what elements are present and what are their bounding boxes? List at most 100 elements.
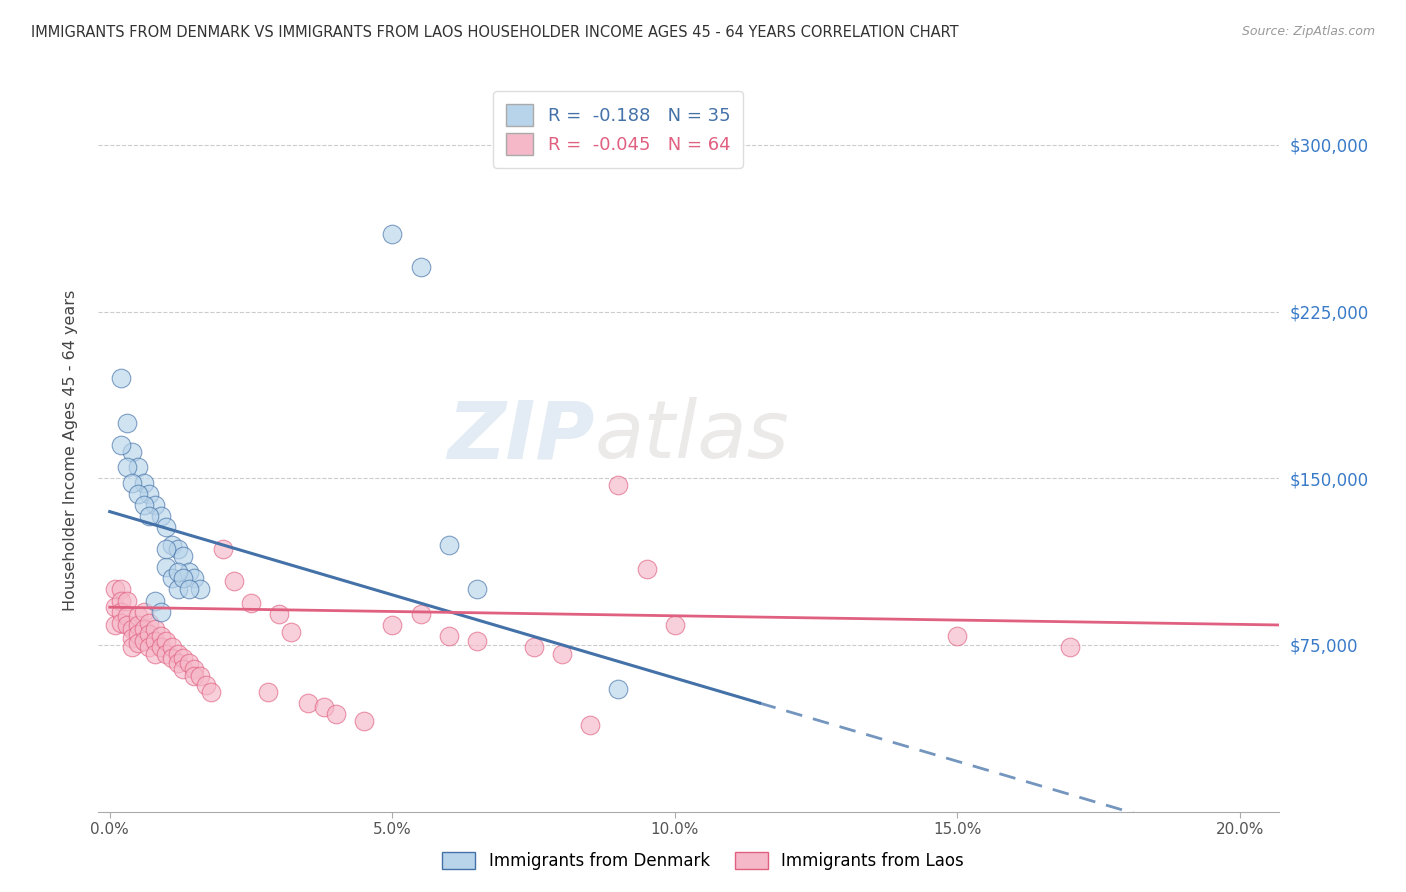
Point bbox=[127, 618, 149, 632]
Point bbox=[257, 684, 280, 698]
Point bbox=[166, 542, 188, 557]
Point bbox=[160, 538, 183, 552]
Legend: R =  -0.188   N = 35, R =  -0.045   N = 64: R = -0.188 N = 35, R = -0.045 N = 64 bbox=[494, 91, 742, 168]
Point bbox=[138, 627, 160, 641]
Point bbox=[121, 475, 143, 490]
Point bbox=[172, 549, 194, 563]
Point bbox=[240, 596, 263, 610]
Point bbox=[172, 651, 194, 665]
Point bbox=[132, 605, 155, 619]
Point bbox=[104, 600, 127, 615]
Point bbox=[115, 460, 138, 475]
Text: ZIP: ZIP bbox=[447, 397, 595, 475]
Point bbox=[437, 538, 460, 552]
Point bbox=[127, 609, 149, 624]
Point bbox=[381, 227, 404, 241]
Point bbox=[138, 509, 160, 524]
Point bbox=[522, 640, 544, 655]
Point bbox=[132, 498, 155, 512]
Point bbox=[188, 669, 211, 683]
Point bbox=[155, 560, 177, 574]
Point bbox=[188, 582, 211, 597]
Point bbox=[155, 542, 177, 557]
Point bbox=[183, 662, 205, 676]
Point bbox=[132, 475, 155, 490]
Point bbox=[160, 651, 183, 665]
Point bbox=[121, 444, 143, 458]
Point bbox=[155, 633, 177, 648]
Point bbox=[110, 605, 132, 619]
Point bbox=[409, 607, 432, 621]
Point bbox=[110, 582, 132, 597]
Point bbox=[409, 260, 432, 274]
Point bbox=[138, 487, 160, 501]
Point bbox=[166, 565, 188, 579]
Point bbox=[579, 718, 602, 732]
Point bbox=[607, 682, 630, 697]
Point bbox=[183, 669, 205, 683]
Point bbox=[138, 640, 160, 655]
Point bbox=[104, 618, 127, 632]
Point bbox=[121, 632, 143, 646]
Point bbox=[172, 571, 194, 585]
Y-axis label: Householder Income Ages 45 - 64 years: Householder Income Ages 45 - 64 years bbox=[63, 290, 77, 611]
Point bbox=[465, 582, 488, 597]
Point bbox=[551, 647, 574, 661]
Text: atlas: atlas bbox=[595, 397, 789, 475]
Point bbox=[110, 615, 132, 630]
Point bbox=[160, 640, 183, 655]
Point bbox=[465, 633, 488, 648]
Point bbox=[437, 629, 460, 643]
Point bbox=[269, 607, 291, 621]
Point bbox=[132, 633, 155, 648]
Point bbox=[183, 571, 205, 585]
Point bbox=[104, 582, 127, 597]
Point bbox=[160, 571, 183, 585]
Point bbox=[664, 618, 686, 632]
Point bbox=[353, 714, 375, 728]
Point bbox=[110, 593, 132, 607]
Point bbox=[155, 520, 177, 534]
Point bbox=[607, 478, 630, 492]
Point bbox=[143, 623, 166, 637]
Legend: Immigrants from Denmark, Immigrants from Laos: Immigrants from Denmark, Immigrants from… bbox=[436, 845, 970, 877]
Point bbox=[115, 593, 138, 607]
Point bbox=[200, 684, 222, 698]
Point bbox=[127, 627, 149, 641]
Point bbox=[132, 623, 155, 637]
Point bbox=[222, 574, 245, 588]
Point bbox=[127, 460, 149, 475]
Point bbox=[280, 624, 302, 639]
Point bbox=[115, 618, 138, 632]
Text: IMMIGRANTS FROM DENMARK VS IMMIGRANTS FROM LAOS HOUSEHOLDER INCOME AGES 45 - 64 : IMMIGRANTS FROM DENMARK VS IMMIGRANTS FR… bbox=[31, 25, 959, 40]
Point bbox=[121, 623, 143, 637]
Point bbox=[115, 609, 138, 624]
Point bbox=[127, 636, 149, 650]
Point bbox=[115, 416, 138, 430]
Point bbox=[110, 438, 132, 452]
Point bbox=[143, 647, 166, 661]
Point bbox=[211, 542, 233, 557]
Point bbox=[127, 487, 149, 501]
Point bbox=[143, 593, 166, 607]
Point bbox=[155, 647, 177, 661]
Point bbox=[166, 647, 188, 661]
Point bbox=[381, 618, 404, 632]
Point bbox=[325, 706, 347, 721]
Point bbox=[1059, 640, 1081, 655]
Point bbox=[177, 656, 200, 670]
Point bbox=[297, 696, 319, 710]
Point bbox=[110, 371, 132, 385]
Point bbox=[143, 633, 166, 648]
Point bbox=[314, 700, 336, 714]
Point bbox=[166, 656, 188, 670]
Point bbox=[138, 615, 160, 630]
Point bbox=[149, 509, 172, 524]
Point bbox=[946, 629, 969, 643]
Point bbox=[143, 498, 166, 512]
Point bbox=[636, 562, 658, 576]
Point bbox=[149, 605, 172, 619]
Point bbox=[194, 678, 217, 692]
Point bbox=[177, 565, 200, 579]
Text: Source: ZipAtlas.com: Source: ZipAtlas.com bbox=[1241, 25, 1375, 38]
